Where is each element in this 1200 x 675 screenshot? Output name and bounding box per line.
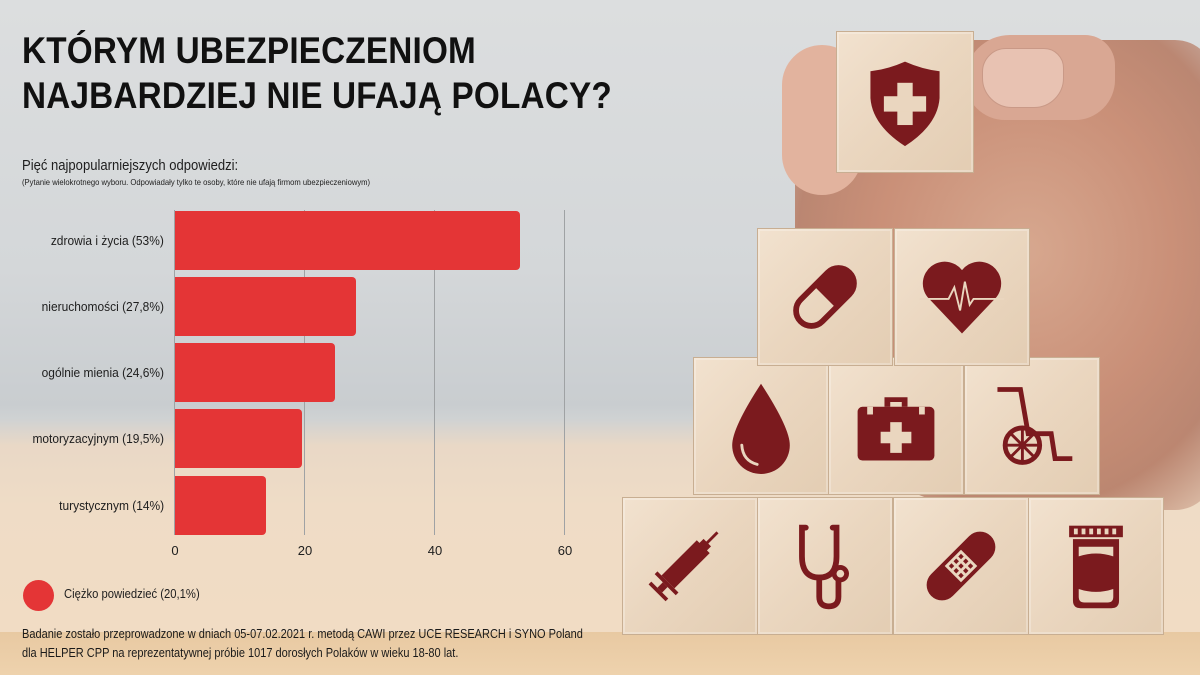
pill-icon bbox=[793, 265, 857, 329]
syringe-icon bbox=[648, 531, 719, 602]
chart-note: (Pytanie wielokrotnego wyboru. Odpowiada… bbox=[22, 177, 371, 187]
pill-bottle-icon bbox=[1069, 525, 1123, 609]
gridline-60 bbox=[564, 210, 565, 535]
x-tick-label: 0 bbox=[171, 543, 179, 558]
block-blood-drop bbox=[693, 357, 829, 495]
source-note: Badanie zostało przeprowadzone w dniach … bbox=[22, 625, 583, 663]
category-label: ogólnie mienia (24,6%) bbox=[41, 365, 164, 380]
block-pill bbox=[757, 228, 893, 366]
title-line-2: NAJBARDZIEJ NIE UFAJĄ POLACY? bbox=[22, 75, 612, 116]
bar-zdrowia-i-zycia bbox=[175, 211, 520, 270]
first-aid-kit-icon bbox=[857, 397, 935, 461]
category-label: motoryzacyjnym (19,5%) bbox=[32, 431, 164, 446]
heart-pulse-icon bbox=[919, 261, 1005, 334]
blood-drop-icon bbox=[732, 383, 790, 474]
wheelchair-icon bbox=[997, 387, 1073, 465]
category-label: turystycznym (14%) bbox=[58, 498, 164, 513]
gridline-0 bbox=[174, 210, 175, 535]
category-label: zdrowia i życia (53%) bbox=[50, 233, 164, 248]
x-tick-label: 20 bbox=[297, 543, 313, 558]
block-pill-bottle bbox=[1028, 497, 1164, 635]
shield-cross-icon bbox=[870, 61, 940, 147]
thumbnail-photo bbox=[982, 48, 1064, 108]
source-line-1: Badanie zostało przeprowadzone w dniach … bbox=[22, 627, 583, 641]
x-tick-label: 60 bbox=[557, 543, 573, 558]
page-title: KTÓRYM UBEZPIECZENIOM NAJBARDZIEJ NIE UF… bbox=[22, 28, 612, 118]
x-tick-label: 40 bbox=[427, 543, 443, 558]
bar-turystycznym bbox=[175, 476, 266, 535]
category-label: nieruchomości (27,8%) bbox=[41, 299, 164, 314]
chart-subtitle: Pięć najpopularniejszych odpowiedzi: bbox=[22, 158, 239, 174]
gridline-40 bbox=[434, 210, 435, 535]
bar-chart: zdrowia i życia (53%) nieruchomości (27,… bbox=[0, 200, 620, 570]
bar-ogolnie-mienia bbox=[175, 343, 335, 402]
legend-marker bbox=[23, 580, 54, 611]
stethoscope-icon bbox=[799, 524, 849, 610]
legend-label: Ciężko powiedzieć (20,1%) bbox=[64, 587, 200, 601]
bandage-icon bbox=[926, 531, 996, 601]
block-wheelchair bbox=[964, 357, 1100, 495]
bar-motoryzacyjnym bbox=[175, 409, 302, 468]
block-stethoscope bbox=[757, 497, 893, 635]
source-line-2: dla HELPER CPP na reprezentatywnej próbi… bbox=[22, 646, 459, 660]
wooden-table bbox=[0, 632, 1200, 675]
bar-nieruchomosci bbox=[175, 277, 356, 336]
title-line-1: KTÓRYM UBEZPIECZENIOM bbox=[22, 30, 476, 71]
block-syringe bbox=[622, 497, 758, 635]
block-shield bbox=[836, 31, 974, 173]
block-bandage bbox=[893, 497, 1029, 635]
block-heart-pulse bbox=[894, 228, 1030, 366]
block-first-aid-kit bbox=[828, 357, 964, 495]
